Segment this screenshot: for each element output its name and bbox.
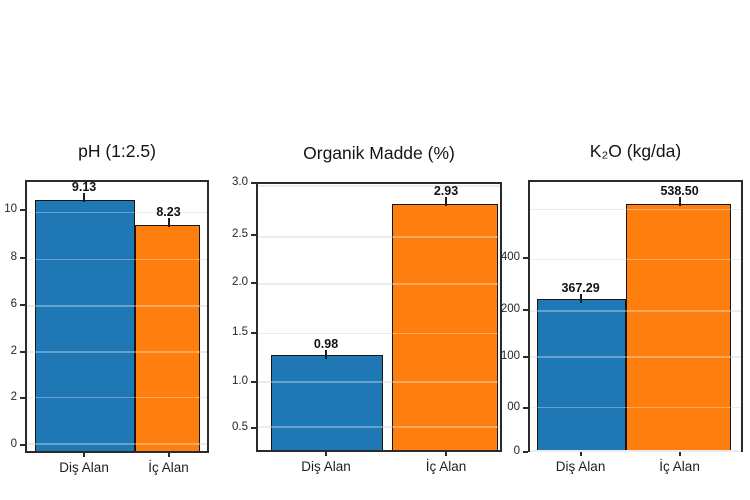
y-tick-mark [251,331,256,334]
error-bar-tick [83,193,86,203]
y-tick-label: 400 [500,251,520,264]
gridline-overlay [258,332,500,335]
y-tick-label: 2.5 [232,227,248,240]
x-tick-mark [445,452,448,456]
y-tick-label: 200 [500,303,520,316]
x-tick-mark [83,453,86,457]
y-tick-mark [20,444,25,447]
gridline-overlay [258,185,500,187]
gridline [258,332,500,335]
y-tick-label: 1.0 [232,375,248,388]
bar-value-label: 0.98 [313,337,339,352]
x-tick-mark [678,452,681,456]
x-category-label: İç Alan [659,459,700,474]
bar [270,354,383,450]
error-bar-tick [579,294,582,304]
bar-value-label: 8.23 [156,205,181,220]
bar-value-label: 538.50 [660,184,699,199]
y-tick-mark [20,304,25,307]
gridline-overlay [27,443,207,445]
bar-value-label: 2.93 [433,183,459,198]
plot-area [256,182,502,452]
gridline [258,185,500,187]
gridline-overlay [27,351,207,353]
y-tick-label: 100 [500,350,520,363]
y-tick-label: 2.0 [232,275,248,288]
gridline-overlay [258,381,500,383]
y-tick-mark [20,350,25,353]
y-tick-label: 8 [10,251,17,264]
x-category-label: İç Alan [425,459,467,474]
bar [626,203,732,450]
gridline-overlay [530,356,741,358]
y-tick-label: 0 [10,438,17,451]
gridline [530,450,741,452]
y-tick-label: 2 [10,344,17,357]
gridline-overlay [27,305,207,307]
y-tick-mark [20,257,25,260]
y-tick-label: 3.0 [232,176,248,189]
y-tick-label: 0 [513,445,520,457]
x-category-label: Diş Alan [555,459,606,474]
y-tick-mark [523,257,528,260]
gridline-overlay [258,426,500,428]
gridline-overlay [530,208,741,211]
gridline-overlay [27,258,207,261]
y-tick-label: 2 [10,391,17,404]
x-tick-mark [167,453,170,457]
plot-area [528,180,743,452]
error-bar-tick [678,197,681,207]
gridline-overlay [258,236,500,238]
bar [391,203,499,450]
plot-area [25,180,209,453]
y-tick-mark [523,309,528,312]
y-tick-mark [523,406,528,409]
y-tick-mark [523,451,528,453]
gridline-overlay [530,450,741,452]
bar [34,199,135,451]
y-tick-label: 1.5 [232,325,248,338]
chart-title: Organik Madde (%) [303,143,455,163]
x-tick-mark [579,452,582,456]
y-tick-label: 10 [4,203,17,216]
x-category-label: Diş Alan [301,459,351,474]
gridline-overlay [258,283,500,285]
gridline-overlay [27,211,207,214]
x-category-label: Diş Alan [59,460,109,475]
gridline [258,236,500,238]
y-tick-mark [251,281,256,284]
y-tick-mark [251,426,256,429]
x-tick-mark [324,452,327,456]
bar [536,299,627,450]
chart-title: K₂O (kg/da) [589,141,682,161]
gridline [258,283,500,285]
bar-value-label: 367.29 [561,281,600,296]
gridline-overlay [530,406,741,409]
error-bar-tick [167,218,170,228]
chart-title: pH (1:2.5) [78,141,156,161]
y-tick-mark [523,356,528,359]
y-tick-label: 00 [507,400,520,413]
y-tick-label: 6 [10,298,17,311]
gridline-overlay [530,258,741,261]
bar-value-label: 9.13 [71,180,97,195]
y-tick-label: 0.5 [232,420,248,433]
y-tick-mark [20,209,25,212]
y-tick-mark [251,233,256,236]
bar [134,224,201,451]
y-tick-mark [20,397,25,400]
y-tick-mark [251,182,256,185]
gridline-overlay [530,310,741,312]
y-tick-mark [251,381,256,384]
error-bar-tick [324,350,327,360]
x-category-label: İç Alan [148,460,189,475]
error-bar-tick [445,196,448,206]
gridline-overlay [27,396,207,399]
